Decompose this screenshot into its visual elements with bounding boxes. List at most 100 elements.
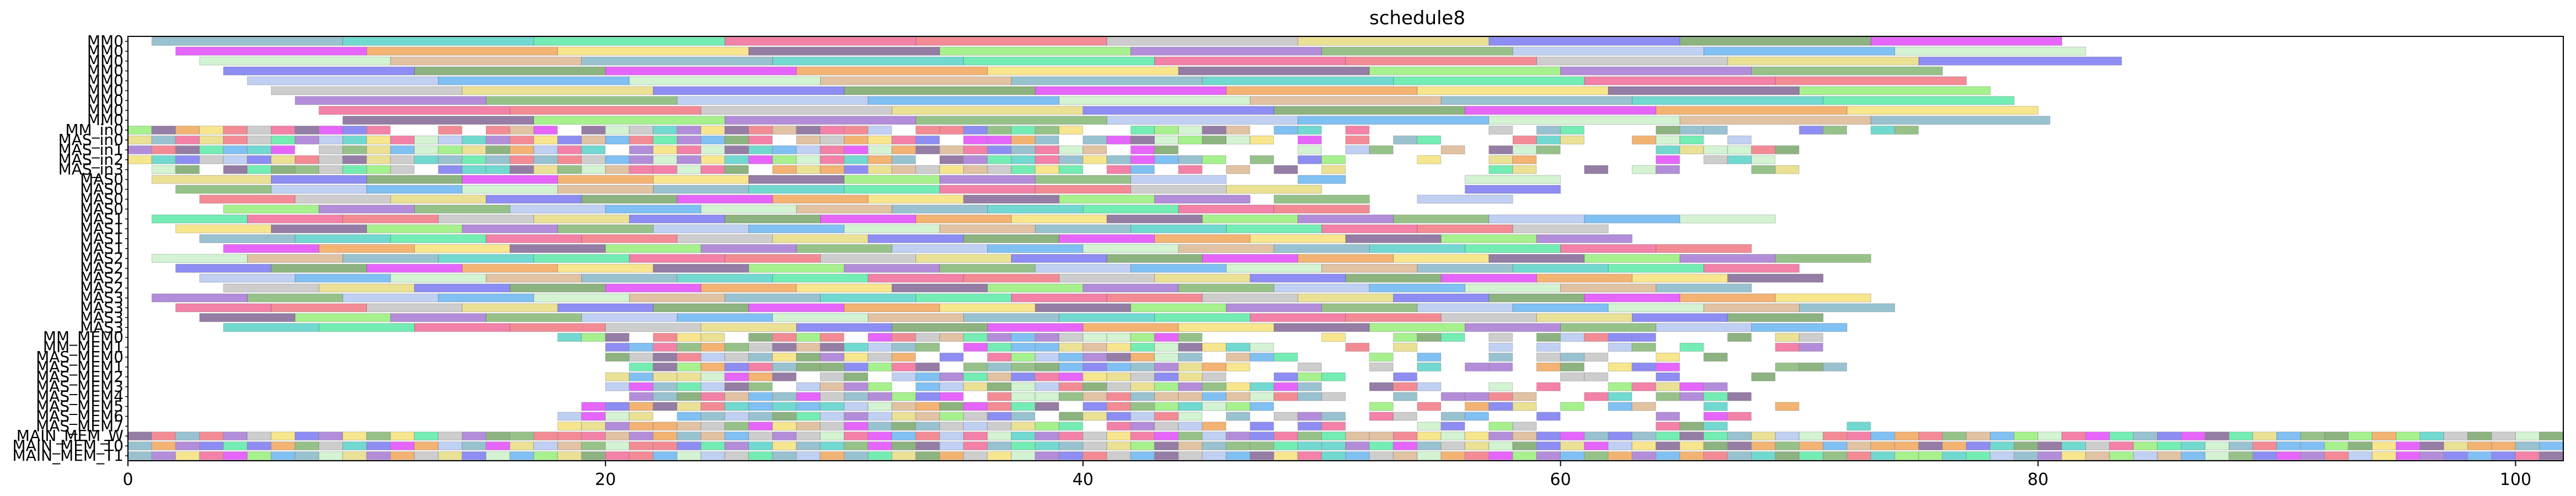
- gantt-cell: [1632, 382, 1656, 391]
- gantt-cell: [605, 372, 630, 381]
- gantt-cell: [1297, 145, 1322, 154]
- gantt-cell: [1512, 451, 1537, 460]
- gantt-cell: [366, 432, 391, 441]
- gantt-bar: [1273, 106, 1466, 115]
- gantt-cell: [915, 136, 940, 144]
- gantt-cell: [1202, 126, 1227, 135]
- gantt-bar: [724, 254, 821, 263]
- gantt-cell: [820, 155, 844, 164]
- gantt-cell: [867, 412, 892, 421]
- gantt-cell: [939, 333, 964, 342]
- gantt-cell: [1417, 451, 1442, 460]
- gantt-bar: [1369, 323, 1466, 332]
- gantt-cell: [1512, 392, 1537, 401]
- gantt-cell: [2013, 432, 2038, 441]
- gantt-cell: [891, 412, 916, 421]
- gantt-cell: [1679, 392, 1704, 401]
- gantt-cell: [939, 382, 964, 391]
- gantt-bar: [1417, 195, 1513, 204]
- gantt-cell: [605, 353, 630, 362]
- gantt-bar: [175, 185, 272, 194]
- y-tick-label: MM0: [87, 91, 124, 109]
- gantt-cell: [748, 422, 773, 431]
- gantt-cell: [2181, 432, 2205, 441]
- gantt-cell: [844, 126, 869, 135]
- gantt-bar: [915, 36, 1107, 46]
- gantt-bar: [1321, 224, 1418, 234]
- gantt-cell: [867, 155, 892, 164]
- gantt-cell: [2419, 441, 2444, 451]
- chart-title: schedule8: [1369, 7, 1465, 29]
- gantt-bar: [414, 323, 511, 332]
- gantt-cell: [271, 432, 296, 441]
- gantt-cell: [2277, 432, 2301, 441]
- gantt-cell: [677, 441, 701, 451]
- gantt-cell: [438, 136, 463, 144]
- gantt-bar: [1202, 254, 1298, 263]
- gantt-cell: [1178, 382, 1203, 391]
- gantt-cell: [915, 372, 940, 381]
- gantt-cell: [748, 155, 773, 164]
- gantt-cell: [294, 165, 319, 174]
- y-tick-label: MAS_in2: [58, 150, 124, 169]
- gantt-cell: [1632, 136, 1656, 144]
- gantt-cell: [1297, 451, 1322, 460]
- gantt-bar: [318, 323, 415, 332]
- gantt-cell: [1154, 333, 1179, 342]
- gantt-cell: [557, 136, 582, 144]
- gantt-bar: [844, 263, 940, 273]
- gantt-bar: [1106, 36, 1298, 46]
- gantt-bar: [915, 116, 1107, 125]
- gantt-cell: [1178, 412, 1203, 421]
- gantt-cell: [653, 136, 677, 144]
- gantt-bar: [294, 96, 486, 105]
- gantt-cell: [1106, 353, 1131, 362]
- gantt-bar: [342, 214, 439, 224]
- gantt-cell: [271, 165, 296, 174]
- gantt-cell: [342, 136, 367, 144]
- gantt-bar: [1011, 254, 1107, 263]
- gantt-bar: [1440, 273, 1537, 283]
- gantt-cell: [748, 353, 773, 362]
- gantt-bar: [342, 36, 534, 46]
- gantt-cell: [1871, 441, 1895, 451]
- gantt-bar: [844, 175, 940, 184]
- gantt-cell: [1202, 402, 1227, 411]
- gantt-bar: [653, 224, 749, 234]
- gantt-cell: [1130, 402, 1155, 411]
- gantt-cell: [1011, 333, 1036, 342]
- gantt-cell: [1679, 136, 1704, 144]
- gantt-cell: [891, 353, 916, 362]
- gantt-cell: [1369, 145, 1394, 154]
- gantt-cell: [223, 165, 248, 174]
- gantt-cell: [987, 402, 1011, 411]
- gantt-cell: [1035, 126, 1059, 135]
- gantt-bar: [1536, 273, 1633, 283]
- gantt-cell: [915, 382, 940, 391]
- gantt-cell: [1775, 165, 1800, 174]
- gantt-bar: [867, 195, 964, 204]
- gantt-bar: [175, 46, 367, 56]
- gantt-cell: [677, 392, 701, 401]
- gantt-cell: [605, 451, 630, 460]
- gantt-bar: [1273, 204, 1370, 214]
- gantt-cell: [1250, 155, 1274, 164]
- gantt-cell: [1083, 412, 1107, 421]
- gantt-cell: [1417, 422, 1442, 431]
- gantt-bar: [271, 263, 367, 273]
- gantt-bar: [1417, 86, 1609, 95]
- gantt-bar: [151, 36, 344, 46]
- gantt-bar: [1178, 66, 1370, 76]
- gantt-cell: [963, 165, 988, 174]
- gantt-cell: [1536, 382, 1561, 391]
- gantt-bar: [1202, 76, 1394, 85]
- y-tick-label: MAS3: [80, 318, 124, 336]
- y-tick-label: MAS_in1: [58, 141, 124, 159]
- gantt-cell: [891, 145, 916, 154]
- gantt-bar: [1727, 313, 1824, 322]
- gantt-cell: [820, 412, 844, 421]
- gantt-cell: [1369, 402, 1394, 411]
- gantt-cell: [1059, 333, 1083, 342]
- gantt-cell: [462, 432, 486, 441]
- gantt-cell: [318, 441, 343, 451]
